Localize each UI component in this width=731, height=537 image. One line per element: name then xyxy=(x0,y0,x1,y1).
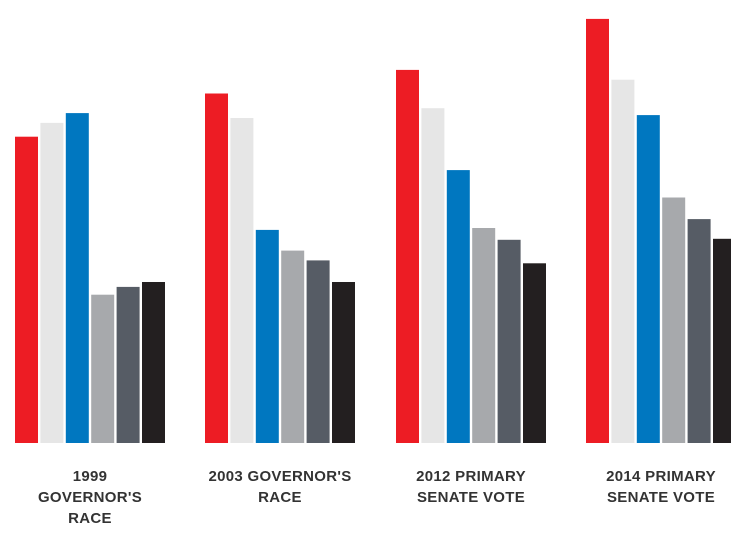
category-label-1: 1999 GOVERNOR'S RACE xyxy=(38,468,142,527)
category-label-1-line-1: 1999 xyxy=(73,468,108,485)
bar-group-3-series-2 xyxy=(421,108,445,443)
bar-group-3-series-5 xyxy=(497,239,521,443)
bar-group-4-series-3 xyxy=(636,115,660,443)
bar-group-1-series-1 xyxy=(15,136,38,443)
bar-group-2-series-6 xyxy=(332,282,355,443)
bar-group-1-series-2 xyxy=(40,122,64,444)
bar-group-3-series-4 xyxy=(472,228,496,443)
bar-group-3-series-1 xyxy=(396,69,419,444)
category-label-2-line-2: RACE xyxy=(258,489,302,506)
category-label-4-line-1: 2014 PRIMARY xyxy=(606,468,716,485)
category-label-3: 2012 PRIMARY SENATE VOTE xyxy=(416,468,526,506)
category-label-3-line-2: SENATE VOTE xyxy=(417,489,525,506)
bars-layer xyxy=(15,18,731,444)
category-label-4: 2014 PRIMARY SENATE VOTE xyxy=(606,468,716,506)
bar-group-1-series-3 xyxy=(65,113,89,443)
bar-group-3-series-6 xyxy=(523,263,546,443)
bar-group-4-series-6 xyxy=(713,238,731,443)
bar-group-1-series-5 xyxy=(116,286,140,443)
bar-group-2-series-3 xyxy=(255,229,279,443)
category-label-1-line-2: GOVERNOR'S xyxy=(38,489,142,506)
bar-group-2-series-2 xyxy=(230,118,254,443)
bar-group-3-series-3 xyxy=(446,170,470,443)
category-labels-layer: 1999 GOVERNOR'S RACE 2003 GOVERNOR'S RACE 201… xyxy=(38,468,716,527)
bar-group-2-series-4 xyxy=(281,250,305,443)
category-label-1-line-3: RACE xyxy=(68,510,112,527)
bar-group-2-series-5 xyxy=(306,260,330,443)
bar-group-1-series-4 xyxy=(91,294,115,443)
bar-group-4-series-2 xyxy=(611,79,635,443)
category-label-4-line-2: SENATE VOTE xyxy=(607,489,715,506)
category-label-2: 2003 GOVERNOR'S RACE xyxy=(208,468,351,506)
bar-group-1-series-6 xyxy=(142,282,165,443)
category-label-3-line-1: 2012 PRIMARY xyxy=(416,468,526,485)
bar-group-4-series-5 xyxy=(687,219,711,443)
bar-group-4-series-4 xyxy=(662,197,686,443)
category-label-2-line-1: 2003 GOVERNOR'S xyxy=(208,468,351,485)
bar-group-2-series-1 xyxy=(205,93,228,443)
bar-group-4-series-1 xyxy=(586,18,609,444)
